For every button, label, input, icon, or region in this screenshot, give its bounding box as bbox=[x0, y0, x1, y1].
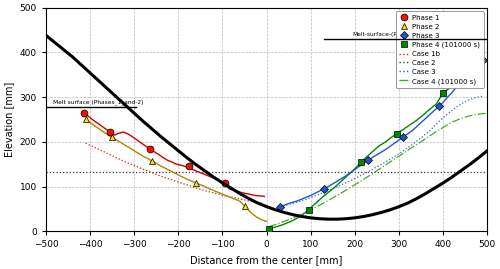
X-axis label: Distance from the center [mm]: Distance from the center [mm] bbox=[190, 255, 343, 265]
Legend: Phase 1, Phase 2, Phase 3, Phase 4 (101000 s), Case 1b, Case 2, Case 3, Case 4 (: Phase 1, Phase 2, Phase 3, Phase 4 (1010… bbox=[396, 11, 484, 88]
Y-axis label: Elevation [mm]: Elevation [mm] bbox=[4, 82, 14, 157]
Text: Melt surface (Phases_1_and-2): Melt surface (Phases_1_and-2) bbox=[52, 99, 143, 105]
Text: Melt-surface-(Phases-3-and-4): Melt-surface-(Phases-3-and-4) bbox=[352, 32, 442, 37]
